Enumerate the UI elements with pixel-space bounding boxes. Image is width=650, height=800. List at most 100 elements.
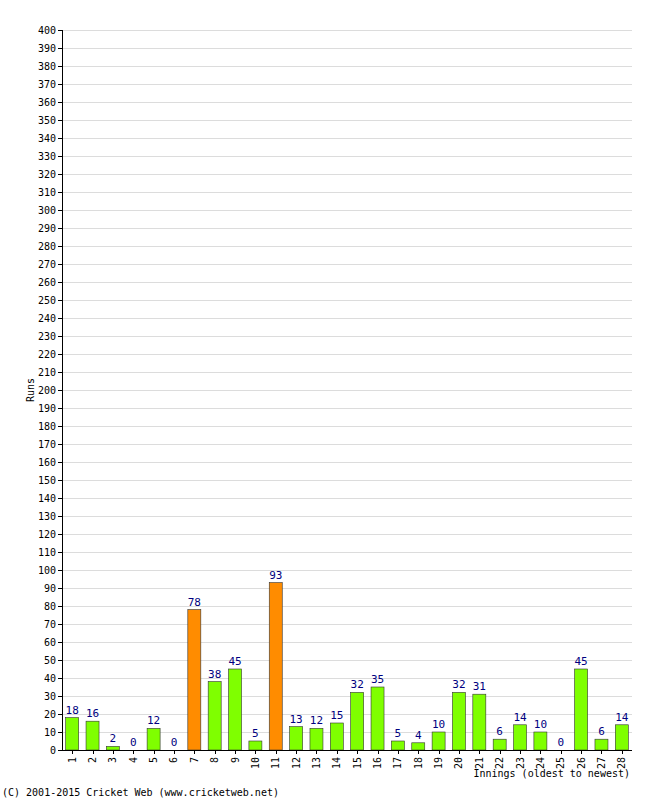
y-tick: [58, 678, 62, 679]
y-tick: [58, 516, 62, 517]
x-tick-label: 20: [453, 757, 464, 769]
bar: [66, 718, 79, 750]
y-tick-label: 390: [38, 43, 56, 54]
y-tick-label: 270: [38, 259, 56, 270]
x-tick-label: 17: [392, 757, 403, 769]
grid-line: [62, 174, 632, 175]
y-tick-label: 160: [38, 457, 56, 468]
grid-line: [62, 624, 632, 625]
grid-line: [62, 246, 632, 247]
data-label: 45: [574, 655, 587, 668]
data-label: 5: [395, 727, 402, 740]
bar: [249, 741, 262, 750]
y-tick-label: 10: [44, 727, 56, 738]
data-label: 5: [252, 727, 259, 740]
data-label: 18: [66, 704, 79, 717]
y-tick-label: 50: [44, 655, 56, 666]
bar: [615, 725, 628, 750]
y-tick: [58, 336, 62, 337]
x-tick-label: 12: [291, 757, 302, 769]
x-tick-label: 11: [270, 757, 281, 769]
y-tick: [58, 462, 62, 463]
data-label: 32: [351, 678, 364, 691]
y-tick: [58, 732, 62, 733]
grid-line: [62, 534, 632, 535]
bar: [575, 669, 588, 750]
y-tick-label: 140: [38, 493, 56, 504]
y-tick-label: 380: [38, 61, 56, 72]
data-label: 13: [289, 713, 302, 726]
grid-line: [62, 30, 632, 31]
x-tick-label: 18: [413, 757, 424, 769]
grid-line: [62, 750, 632, 751]
y-tick-label: 120: [38, 529, 56, 540]
y-tick: [58, 228, 62, 229]
bar: [452, 692, 465, 750]
y-tick: [58, 606, 62, 607]
grid-line: [62, 192, 632, 193]
grid-line: [62, 66, 632, 67]
y-tick-label: 330: [38, 151, 56, 162]
bar: [473, 694, 486, 750]
bar: [86, 721, 99, 750]
data-label: 14: [513, 711, 527, 724]
x-tick-label: 16: [372, 757, 383, 769]
bars: [66, 583, 629, 750]
y-tick-label: 150: [38, 475, 56, 486]
data-label: 6: [496, 725, 503, 738]
y-tick: [58, 138, 62, 139]
y-tick: [58, 156, 62, 157]
bar: [534, 732, 547, 750]
y-tick: [58, 408, 62, 409]
bar: [493, 739, 506, 750]
grid-line: [62, 210, 632, 211]
grid-line: [62, 588, 632, 589]
y-tick-label: 20: [44, 709, 56, 720]
grid-line: [62, 120, 632, 121]
y-tick-label: 30: [44, 691, 56, 702]
bar: [391, 741, 404, 750]
grid-line: [62, 642, 632, 643]
y-tick-label: 280: [38, 241, 56, 252]
y-tick: [58, 642, 62, 643]
x-tick-label: 1: [67, 757, 78, 763]
data-label: 6: [598, 725, 605, 738]
grid-line: [62, 156, 632, 157]
bar: [127, 750, 140, 751]
x-tick-label: 7: [189, 757, 200, 763]
grid-line: [62, 660, 632, 661]
y-tick-label: 100: [38, 565, 56, 576]
y-tick-label: 170: [38, 439, 56, 450]
y-tick: [58, 246, 62, 247]
y-tick: [58, 264, 62, 265]
grid-line: [62, 318, 632, 319]
data-label: 0: [557, 736, 564, 749]
bar: [208, 682, 221, 750]
x-tick-label: 9: [230, 757, 241, 763]
bar: [595, 739, 608, 750]
y-tick-label: 320: [38, 169, 56, 180]
x-tick-label: 13: [311, 757, 322, 769]
grid-line: [62, 444, 632, 445]
data-label: 45: [228, 655, 241, 668]
chart: 0102030405060708090100110120130140150160…: [0, 0, 650, 800]
y-tick-label: 200: [38, 385, 56, 396]
data-label: 0: [171, 736, 178, 749]
x-tick-label: 6: [168, 757, 179, 763]
y-tick-label: 300: [38, 205, 56, 216]
y-tick: [58, 318, 62, 319]
y-tick: [58, 372, 62, 373]
y-tick-label: 130: [38, 511, 56, 522]
data-label: 16: [86, 707, 99, 720]
y-tick: [58, 66, 62, 67]
x-tick-label: 14: [331, 757, 342, 769]
y-tick-label: 400: [38, 25, 56, 36]
data-label: 35: [371, 673, 384, 686]
grid-line: [62, 300, 632, 301]
x-tick-label: 3: [107, 757, 118, 763]
grid-line: [62, 354, 632, 355]
grid-line: [62, 696, 632, 697]
data-label: 4: [415, 729, 422, 742]
y-tick: [58, 30, 62, 31]
grid-line: [62, 84, 632, 85]
